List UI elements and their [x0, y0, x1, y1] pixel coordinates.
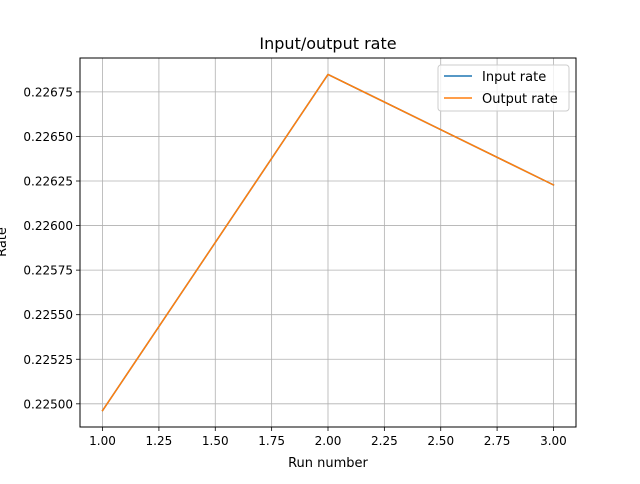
y-axis-label: Rate [0, 227, 10, 257]
y-tick-label: 0.22525 [23, 353, 73, 367]
x-tick-label: 2.25 [371, 434, 398, 448]
x-tick-label: 1.50 [202, 434, 229, 448]
y-tick-label: 0.22500 [23, 397, 73, 411]
y-tick-label: 0.22575 [23, 264, 73, 278]
x-tick-label: 2.75 [484, 434, 511, 448]
x-tick-label: 1.75 [258, 434, 285, 448]
series-lines [101, 73, 555, 412]
legend: Input rate Output rate [437, 64, 570, 112]
x-tick-label: 1.25 [146, 434, 173, 448]
y-tick-label: 0.22650 [23, 130, 73, 144]
x-tick-label: 2.50 [427, 434, 454, 448]
y-axis: 0.22500 0.22525 0.22550 0.22575 0.22600 0.226… [23, 85, 80, 411]
grid-lines [80, 58, 576, 427]
x-tick-label: 3.00 [540, 434, 567, 448]
chart-title: Input/output rate [259, 34, 396, 53]
x-axis-label: Run number [288, 456, 368, 471]
y-tick-label: 0.22675 [23, 85, 73, 99]
x-tick-label: 1.00 [89, 434, 116, 448]
y-tick-label: 0.22600 [23, 219, 73, 233]
legend-label-input-rate: Input rate [482, 70, 546, 85]
y-tick-label: 0.22625 [23, 175, 73, 189]
series-line-output-rate [101, 73, 555, 412]
x-axis: 1.00 1.25 1.50 1.75 2.00 2.25 2.50 2.75 3.00 [89, 427, 567, 448]
y-tick-label: 0.22550 [23, 308, 73, 322]
legend-label-output-rate: Output rate [482, 92, 558, 107]
x-tick-label: 2.00 [315, 434, 342, 448]
